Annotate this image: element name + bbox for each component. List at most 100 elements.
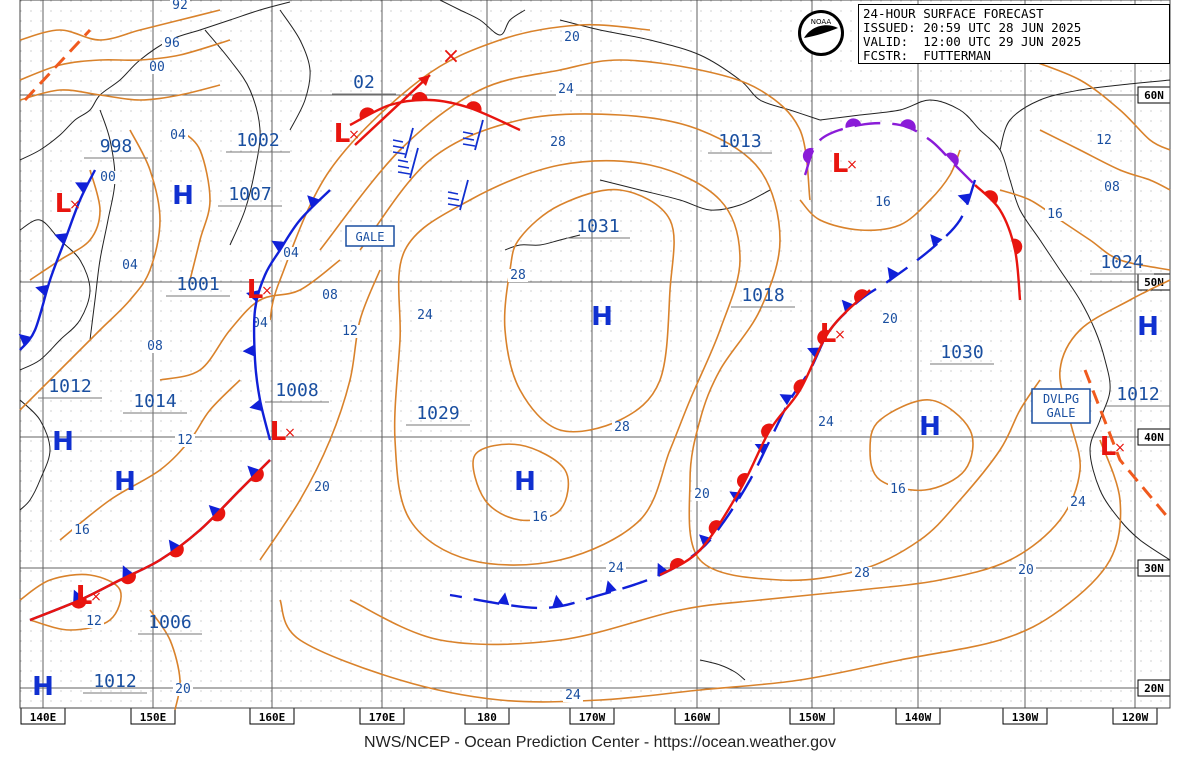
warm-front-bump [984, 190, 999, 204]
warm-front-bump [466, 101, 482, 113]
low-pressure-value: 1018 [741, 285, 784, 306]
wind-barb-feather [397, 165, 410, 169]
lon-label-180: 180 [477, 711, 497, 724]
wind-barb-feather [462, 131, 474, 135]
low-center-x: × [284, 425, 296, 441]
wind-barb-feather [392, 151, 406, 155]
isobar-label: 00 [100, 170, 116, 185]
low-pressure-value: 1001 [176, 274, 219, 295]
lon-label-130W: 130W [1012, 711, 1039, 724]
low-pressure-value: 1008 [275, 380, 318, 401]
warm-front-bump [761, 423, 774, 439]
isobar-label: 28 [510, 268, 526, 283]
coastline [19, 399, 51, 511]
cold-front-triangle [73, 589, 85, 603]
storm-position-x: × [442, 44, 460, 69]
developing-gale-warning-box [1031, 388, 1091, 424]
wind-barb-feather [447, 197, 460, 201]
isobar-line [159, 259, 341, 381]
wind-barb-feather [397, 159, 409, 163]
high-pressure-value: 1024 [1100, 252, 1143, 273]
isobar-label-bg [888, 483, 908, 496]
lon-label-120W: 120W [1122, 711, 1149, 724]
isobar-label: 24 [417, 308, 433, 323]
warm-front-bump [736, 472, 749, 489]
low-pressure-center: L [1100, 432, 1117, 462]
trough-line [1083, 369, 1172, 521]
coastline [439, 0, 526, 36]
high-pressure-center: H [591, 302, 613, 332]
warm-front-bump [120, 572, 136, 585]
high-pressure-value: 1007 [228, 184, 271, 205]
isobar-line [999, 189, 1171, 271]
isobar-label: 04 [170, 128, 186, 143]
cold-front-triangle [122, 565, 134, 579]
isobar-label: 96 [164, 36, 180, 51]
isobar-label-bg [816, 416, 836, 429]
trough-line [23, 28, 92, 102]
coastline [204, 29, 261, 246]
warm-front-bump [900, 119, 916, 131]
warm-front-line [659, 289, 871, 577]
low-pressure-center: L [55, 189, 72, 219]
coastline [559, 19, 821, 121]
cold-front-triangle [307, 195, 320, 208]
high-pressure-value: 1012 [48, 376, 91, 397]
isobar-label-bg [530, 511, 550, 524]
isobar-label: 08 [322, 288, 338, 303]
cold-front-triangle [271, 240, 286, 253]
cold-front-triangle [497, 592, 510, 606]
coastline [19, 219, 91, 371]
high-pressure-center: H [172, 181, 194, 211]
isobar-label: 28 [550, 135, 566, 150]
lon-label-150W: 150W [799, 711, 826, 724]
wind-barb-feather [397, 171, 411, 175]
warm-front-bump [359, 107, 375, 120]
isobar-label: 20 [314, 480, 330, 495]
svg-text:NOAA: NOAA [811, 18, 832, 26]
isobar-line [179, 129, 211, 281]
cold-front-line [252, 189, 331, 441]
wind-barbs [392, 119, 484, 211]
isobar-label: 20 [564, 30, 580, 45]
isobar-label: 92 [172, 0, 188, 13]
low-pressure-center: L [832, 149, 849, 179]
isobar-label-bg [692, 488, 712, 501]
isobar-label-bg [563, 689, 583, 702]
low-center-x: × [846, 157, 858, 173]
isobar-label-bg [168, 129, 188, 142]
wind-barb-feather [447, 191, 459, 195]
low-pressure-value: 1002 [236, 130, 279, 151]
isobar-label-bg [415, 309, 435, 322]
isobar-line [319, 59, 811, 251]
title-line-2: ISSUED: 20:59 UTC 28 JUN 2025 [863, 20, 1082, 35]
isobar-label: 20 [1018, 563, 1034, 578]
isobar-line [149, 609, 181, 711]
cold-front-triangle [841, 299, 855, 313]
low-center-x: × [834, 327, 846, 343]
cold-front-triangle [75, 182, 89, 194]
isobar-label: 12 [86, 614, 102, 629]
isobar-label: 04 [122, 258, 138, 273]
isobar-label-bg [1045, 208, 1065, 221]
cold-front-triangle [242, 344, 255, 357]
low-pressure-center: L [334, 119, 351, 149]
isobar-label: 24 [608, 561, 624, 576]
isobar-label: 20 [175, 682, 191, 697]
high-pressure-value: 1014 [133, 391, 176, 412]
cold-front-triangle [887, 267, 900, 281]
wind-barb-staff [474, 119, 484, 151]
warm-front-bump [71, 597, 87, 609]
low-pressure-value: 1013 [718, 131, 761, 152]
wind-barb-icon [462, 119, 484, 151]
storm-track-arrow [354, 74, 431, 146]
isobar-label: 24 [1070, 495, 1086, 510]
lon-label-170W: 170W [579, 711, 606, 724]
isobar-label: 28 [614, 420, 630, 435]
high-pressure-center: H [32, 672, 54, 702]
cold-front-line [449, 179, 977, 610]
isobar-label: 20 [694, 487, 710, 502]
isobar-label: 24 [565, 688, 581, 703]
map-border [19, 0, 1171, 709]
isobar-label-bg [340, 325, 360, 338]
